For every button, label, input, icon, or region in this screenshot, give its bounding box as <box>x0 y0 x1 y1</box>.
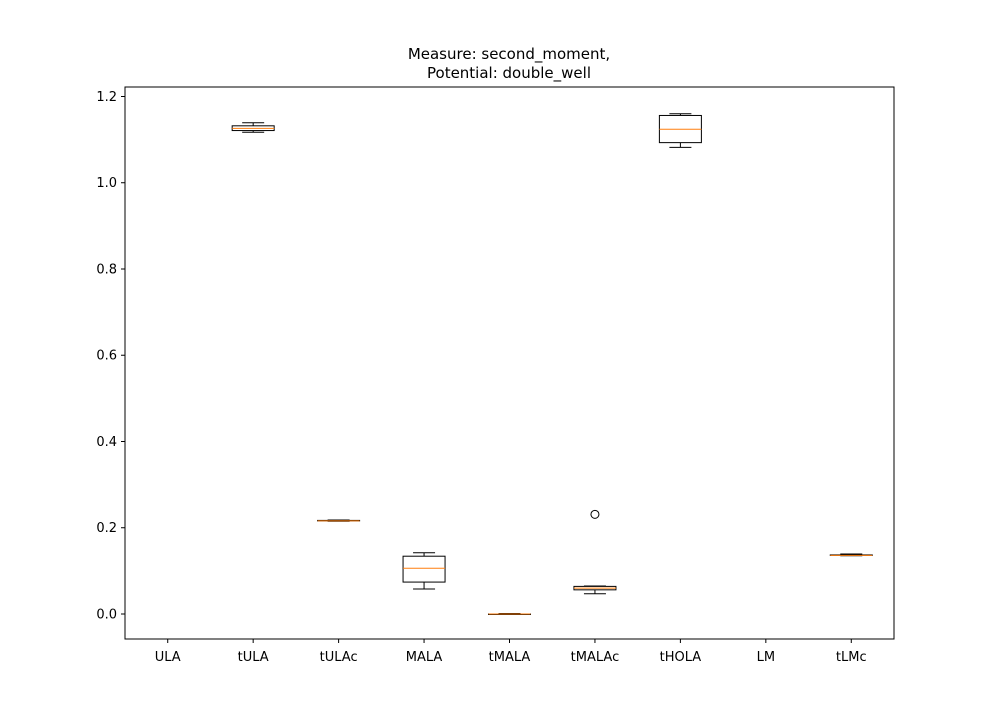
outlier-point <box>590 509 600 519</box>
x-tick-label: tLMc <box>836 650 867 665</box>
chart-title-line-2: Potential: double_well <box>427 64 591 83</box>
x-tick-label: tULAc <box>320 650 358 665</box>
x-tick-label: MALA <box>406 650 443 665</box>
y-tick-label: 0.2 <box>96 521 117 536</box>
plot-area: 0.0 0.2 0.4 0.6 0.8 1.0 1.2 ULA tULA tULAc MALA tMA… <box>96 90 873 665</box>
y-tick-label: 0.6 <box>96 349 117 364</box>
box-iqr <box>402 555 446 583</box>
y-tick-label: 1.0 <box>96 176 117 191</box>
y-tick-label: 1.2 <box>96 90 117 105</box>
chart-title-line-1: Measure: second_moment, <box>408 45 610 64</box>
axes-frame <box>124 86 895 640</box>
y-tick-label: 0.8 <box>96 262 117 277</box>
x-tick-label: tMALAc <box>571 650 620 665</box>
x-tick-label: ULA <box>155 650 181 665</box>
y-tick-label: 0.4 <box>96 435 117 450</box>
x-tick-label: tHOLA <box>660 650 702 665</box>
x-tick-label: tULA <box>238 650 269 665</box>
x-tick-label: tMALA <box>489 650 531 665</box>
y-tick-label: 0.0 <box>96 607 117 622</box>
x-tick-label: LM <box>757 650 775 665</box>
